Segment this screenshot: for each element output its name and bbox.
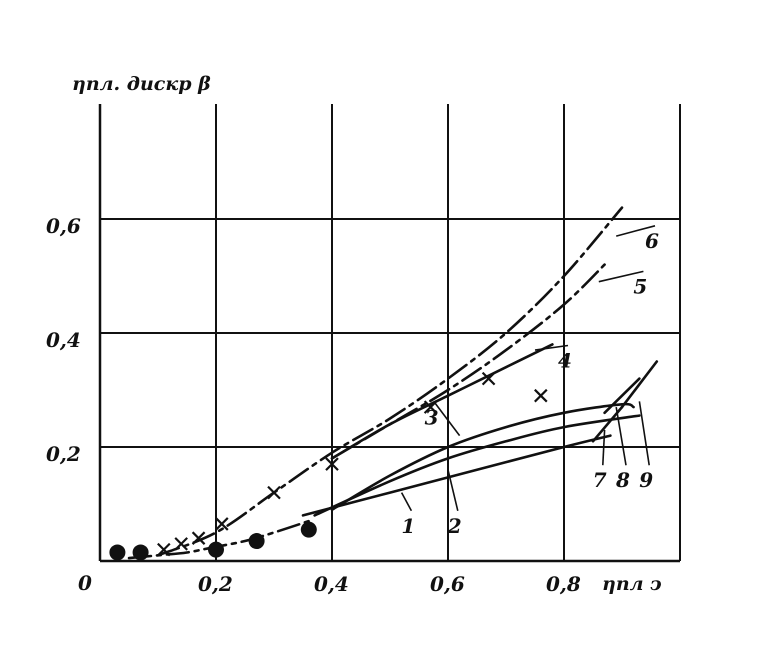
cross-marker — [267, 485, 281, 500]
series-line-2 — [313, 414, 641, 517]
curve-label-leader-4 — [534, 344, 569, 351]
curve-label-9: 9 — [639, 468, 653, 492]
curve-label-leader-6 — [615, 225, 656, 237]
cross-marker — [481, 371, 496, 386]
cross-marker — [191, 531, 206, 545]
y-tick-label: 0,4 — [46, 328, 81, 352]
series-line-9 — [620, 360, 659, 409]
series-line-3 — [330, 402, 635, 511]
series-group — [127, 206, 659, 560]
series-line-5 — [330, 263, 606, 460]
series-line-7 — [591, 405, 624, 443]
x-tick-label: 0,6 — [430, 572, 465, 596]
curve-label-leader-7 — [602, 429, 606, 466]
curve-label-leader-9 — [638, 401, 650, 466]
series-line-4 — [330, 343, 554, 460]
x-axis-label: ηпл ͻ — [602, 573, 662, 595]
dot-marker — [248, 533, 265, 550]
series-line-8 — [603, 377, 641, 415]
curve-label-1: 1 — [401, 514, 415, 538]
markers-group — [109, 371, 548, 561]
dot-marker — [300, 521, 317, 538]
annotations-group: 1 2 3 4 5 6 7 8 9 — [400, 225, 659, 538]
curve-label-5: 5 — [633, 274, 647, 298]
curve-label-3: 3 — [425, 406, 439, 430]
x-tick-label: 0,4 — [314, 572, 349, 596]
curve-label-2: 2 — [447, 514, 462, 538]
curve-label-leader-1 — [400, 492, 413, 512]
curve-label-leader-5 — [598, 270, 644, 283]
grid — [100, 104, 680, 561]
y-axis-label: ηпл. дискр β — [72, 73, 211, 95]
cross-marker — [325, 457, 339, 471]
y-tick-label: 0,2 — [46, 442, 81, 466]
cross-marker — [157, 542, 171, 557]
curve-label-leader-2 — [447, 469, 459, 511]
dot-marker — [208, 541, 224, 558]
curve-label-leader-8 — [615, 406, 627, 466]
labels-group: ηпл. дискр β ηпл ͻ 0 — [72, 73, 662, 595]
series-line-1 — [301, 434, 612, 517]
curve-label-leader-3 — [433, 402, 461, 437]
x-tick-label: 0,8 — [546, 572, 581, 596]
cross-marker — [174, 537, 188, 551]
curve-label-7: 7 — [593, 468, 607, 492]
axes: 0,2 0,4 0,6 0,8 0,2 0,4 0,6 — [46, 104, 681, 596]
dot-marker — [132, 544, 149, 561]
curve-label-4: 4 — [558, 349, 572, 373]
x-tick-label: 0,2 — [198, 572, 233, 596]
curve-label-8: 8 — [615, 468, 630, 492]
dot-marker — [109, 544, 126, 561]
curve-label-6: 6 — [645, 229, 659, 253]
origin-label: 0 — [78, 571, 92, 595]
y-tick-label: 0,6 — [46, 214, 81, 238]
cross-marker — [534, 388, 548, 403]
series-line-6 — [156, 206, 624, 557]
cross-marker — [215, 517, 229, 531]
